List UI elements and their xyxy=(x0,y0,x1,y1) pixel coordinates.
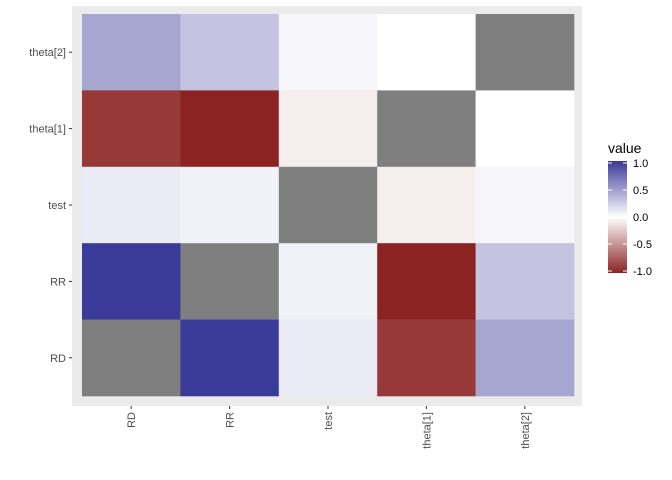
heatmap-cell xyxy=(82,319,181,397)
y-tick-label: theta[2] xyxy=(29,47,66,59)
y-tick-label: RR xyxy=(50,276,66,288)
x-tick-label: RD xyxy=(126,412,138,428)
x-tick-label: RR xyxy=(225,412,237,428)
heatmap-cell xyxy=(377,243,476,320)
legend-title: value xyxy=(608,140,642,156)
heatmap-cell xyxy=(180,90,280,168)
legend-tick-label: 1.0 xyxy=(633,158,648,170)
heatmap-cell xyxy=(475,14,575,91)
y-tick-label: RD xyxy=(50,353,66,365)
x-axis: RD RR test theta[1] theta[2] xyxy=(126,406,532,449)
heatmap-cell xyxy=(278,14,378,91)
x-tick-label: test xyxy=(323,412,335,430)
legend-tick-label: -0.5 xyxy=(633,239,652,251)
y-tick-label: test xyxy=(48,200,66,212)
y-axis: theta[2] theta[1] test RR RD xyxy=(29,47,72,365)
heatmap-cell xyxy=(377,14,476,91)
heatmap-cell xyxy=(278,166,378,244)
legend-tick-label: -1.0 xyxy=(633,266,652,278)
heatmap-cell xyxy=(82,90,181,168)
legend: value 1.0 0.5 0.0 -0.5 -1.0 xyxy=(608,140,652,278)
y-tick-label: theta[1] xyxy=(29,124,66,136)
heatmap-cell xyxy=(278,243,378,320)
x-tick-label: theta[1] xyxy=(421,412,433,449)
heatmap-cell xyxy=(82,243,181,320)
heatmap-cell xyxy=(475,319,575,397)
heatmap-cell xyxy=(180,166,280,244)
legend-ticks: 1.0 0.5 0.0 -0.5 -1.0 xyxy=(608,158,652,278)
heatmap-cell xyxy=(377,319,476,397)
heatmap-cell xyxy=(475,243,575,320)
heatmap-cell xyxy=(278,319,378,397)
heatmap-cell xyxy=(475,166,575,244)
heatmap-cell xyxy=(475,90,575,168)
x-tick-label: theta[2] xyxy=(520,412,532,449)
legend-colorbar xyxy=(608,161,627,273)
legend-tick-label: 0.5 xyxy=(633,185,648,197)
legend-tick-label: 0.0 xyxy=(633,212,648,224)
heatmap-cell xyxy=(180,14,280,91)
heatmap-cell xyxy=(278,90,378,168)
heatmap-cell xyxy=(377,166,476,244)
heatmap-cells xyxy=(82,14,575,397)
heatmap-cell xyxy=(180,319,280,397)
heatmap-cell xyxy=(377,90,476,168)
heatmap-cell xyxy=(180,243,280,320)
heatmap-cell xyxy=(82,166,181,244)
heatmap-cell xyxy=(82,14,181,91)
